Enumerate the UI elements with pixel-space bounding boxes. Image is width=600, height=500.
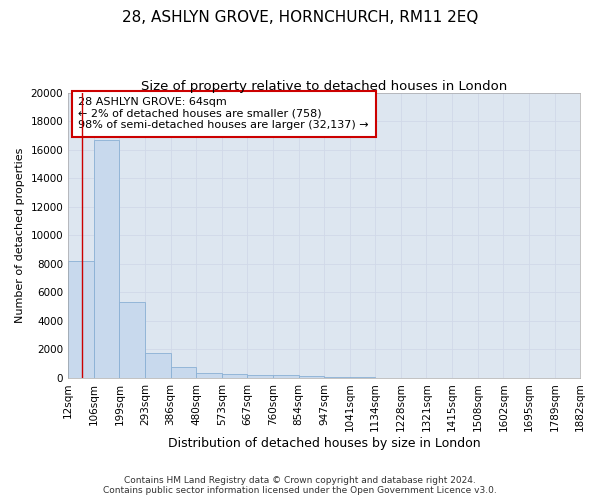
Bar <box>247 375 273 378</box>
Bar <box>273 376 299 378</box>
Text: 28, ASHLYN GROVE, HORNCHURCH, RM11 2EQ: 28, ASHLYN GROVE, HORNCHURCH, RM11 2EQ <box>122 10 478 25</box>
Y-axis label: Number of detached properties: Number of detached properties <box>15 148 25 323</box>
Bar <box>68 261 94 378</box>
Bar <box>170 367 196 378</box>
Bar <box>196 372 222 378</box>
Bar <box>222 374 247 378</box>
Bar <box>145 353 170 378</box>
X-axis label: Distribution of detached houses by size in London: Distribution of detached houses by size … <box>168 437 481 450</box>
Title: Size of property relative to detached houses in London: Size of property relative to detached ho… <box>141 80 507 93</box>
Text: 28 ASHLYN GROVE: 64sqm
← 2% of detached houses are smaller (758)
98% of semi-det: 28 ASHLYN GROVE: 64sqm ← 2% of detached … <box>79 98 369 130</box>
Bar <box>94 140 119 378</box>
Bar <box>299 376 324 378</box>
Text: Contains HM Land Registry data © Crown copyright and database right 2024.
Contai: Contains HM Land Registry data © Crown c… <box>103 476 497 495</box>
Bar <box>119 302 145 378</box>
Bar <box>324 377 350 378</box>
